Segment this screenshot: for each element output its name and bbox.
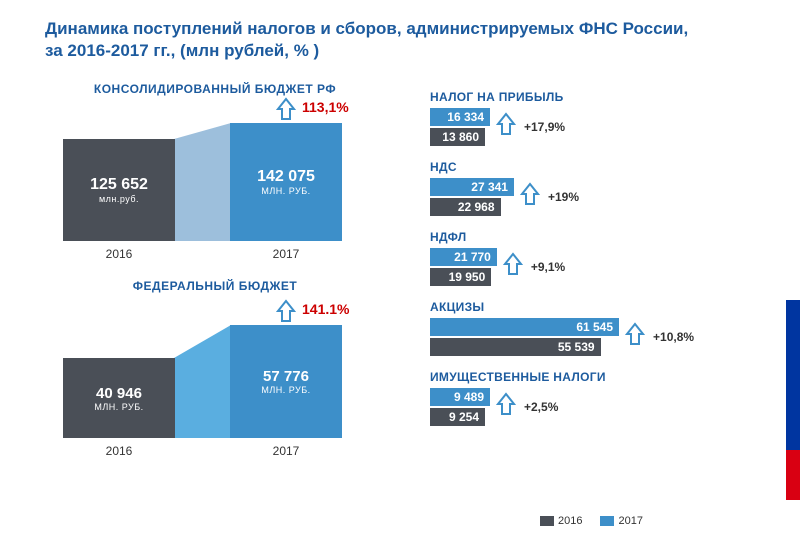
growth-arrow-icon: [625, 322, 645, 351]
bar-value: 40 946: [96, 385, 142, 402]
bar-unit: МЛН. РУБ.: [94, 402, 143, 412]
hbar-bar-2016: 13 860: [430, 128, 485, 146]
big-chart-title: КОНСОЛИДИРОВАННЫЙ БЮДЖЕТ РФ: [45, 82, 385, 96]
hbar-2016: 55 539: [430, 338, 750, 356]
big-chart-title: ФЕДЕРАЛЬНЫЙ БЮДЖЕТ: [45, 279, 385, 293]
year-label: 2016: [63, 444, 175, 458]
flag-stripe: [786, 300, 800, 500]
hbar-pct: +9,1%: [531, 260, 565, 274]
bridge-shape: [174, 123, 231, 241]
hbar-rows: 21 770 19 950 +9,1%: [430, 248, 750, 286]
hbar-group: НАЛОГ НА ПРИБЫЛЬ 16 334 13 860 +17,9%: [430, 90, 750, 146]
left-column: КОНСОЛИДИРОВАННЫЙ БЮДЖЕТ РФ 125 652 млн.…: [45, 82, 385, 476]
hbar-group: АКЦИЗЫ 61 545 55 539 +10,8%: [430, 300, 750, 356]
year-label: 2017: [230, 247, 342, 261]
hbar-bar-2016: 19 950: [430, 268, 491, 286]
hbar-2017: 27 341: [430, 178, 750, 196]
bar-unit: МЛН. РУБ.: [261, 385, 310, 395]
hbar-2016: 13 860: [430, 128, 750, 146]
hbar-2016: 19 950: [430, 268, 750, 286]
hbar-bar-2017: 21 770: [430, 248, 497, 266]
legend-2016-label: 2016: [558, 515, 582, 527]
hbar-title: ИМУЩЕСТВЕННЫЕ НАЛОГИ: [430, 370, 750, 384]
growth-arrow-icon: [520, 182, 540, 211]
hbar-bar-2017: 16 334: [430, 108, 490, 126]
legend-2017: 2017: [600, 515, 642, 527]
bar-value: 125 652: [90, 176, 148, 194]
growth-pct: 113,1%: [302, 99, 349, 115]
hbar-pct: +19%: [548, 190, 579, 204]
hbar-title: НДС: [430, 160, 750, 174]
hbar-rows: 27 341 22 968 +19%: [430, 178, 750, 216]
hbar-rows: 9 489 9 254 +2,5%: [430, 388, 750, 426]
bar-unit: МЛН. РУБ.: [261, 186, 310, 196]
legend-2017-label: 2017: [618, 515, 642, 527]
big-chart: ФЕДЕРАЛЬНЫЙ БЮДЖЕТ 40 946 МЛН. РУБ. 2016 5…: [45, 279, 385, 458]
hbar-2016: 9 254: [430, 408, 750, 426]
hbar-bar-2017: 9 489: [430, 388, 490, 406]
hbar-2017: 9 489: [430, 388, 750, 406]
bar-unit: млн.руб.: [99, 194, 139, 204]
bar-year1: 125 652 млн.руб.: [63, 139, 175, 241]
growth-arrow-icon: [276, 97, 296, 126]
year-label: 2017: [230, 444, 342, 458]
hbar-rows: 61 545 55 539 +10,8%: [430, 318, 750, 356]
hbar-bar-2016: 9 254: [430, 408, 485, 426]
title-line2: за 2016-2017 гг., (млн рублей, % ): [45, 40, 800, 62]
bar-year1: 40 946 МЛН. РУБ.: [63, 358, 175, 438]
hbar-bar-2017: 61 545: [430, 318, 619, 336]
big-chart-body: 125 652 млн.руб. 2016 142 075 МЛН. РУБ. 201…: [45, 96, 355, 261]
hbar-pct: +2,5%: [524, 400, 558, 414]
hbar-bar-2016: 55 539: [430, 338, 601, 356]
hbar-2016: 22 968: [430, 198, 750, 216]
legend: 2016 2017: [540, 515, 643, 527]
growth-arrow-icon: [496, 392, 516, 421]
bar-year2: 57 776 МЛН. РУБ.: [230, 325, 342, 438]
bridge-shape: [174, 325, 231, 438]
hbar-2017: 21 770: [430, 248, 750, 266]
hbar-group: НДФЛ 21 770 19 950 +9,1%: [430, 230, 750, 286]
hbar-pct: +17,9%: [524, 120, 565, 134]
year-label: 2016: [63, 247, 175, 261]
bar-value: 142 075: [257, 168, 315, 186]
big-chart: КОНСОЛИДИРОВАННЫЙ БЮДЖЕТ РФ 125 652 млн.…: [45, 82, 385, 261]
bar-value: 57 776: [263, 368, 309, 385]
big-chart-body: 40 946 МЛН. РУБ. 2016 57 776 МЛН. РУБ. 2017…: [45, 293, 355, 458]
title-line1: Динамика поступлений налогов и сборов, а…: [45, 18, 800, 40]
hbar-title: АКЦИЗЫ: [430, 300, 750, 314]
hbar-group: НДС 27 341 22 968 +19%: [430, 160, 750, 216]
hbar-group: ИМУЩЕСТВЕННЫЕ НАЛОГИ 9 489 9 254 +2,5%: [430, 370, 750, 426]
hbar-title: НДФЛ: [430, 230, 750, 244]
growth-arrow-icon: [496, 112, 516, 141]
hbar-bar-2017: 27 341: [430, 178, 514, 196]
hbar-pct: +10,8%: [653, 330, 694, 344]
hbar-bar-2016: 22 968: [430, 198, 501, 216]
hbar-2017: 16 334: [430, 108, 750, 126]
growth-arrow-icon: [276, 299, 296, 328]
hbar-2017: 61 545: [430, 318, 750, 336]
hbar-rows: 16 334 13 860 +17,9%: [430, 108, 750, 146]
hbar-title: НАЛОГ НА ПРИБЫЛЬ: [430, 90, 750, 104]
legend-2016: 2016: [540, 515, 582, 527]
right-column: НАЛОГ НА ПРИБЫЛЬ 16 334 13 860 +17,9% НДС 27…: [430, 90, 750, 440]
growth-arrow-icon: [503, 252, 523, 281]
growth-pct: 141.1%: [302, 301, 349, 317]
bar-year2: 142 075 МЛН. РУБ.: [230, 123, 342, 241]
page-title: Динамика поступлений налогов и сборов, а…: [0, 0, 800, 62]
